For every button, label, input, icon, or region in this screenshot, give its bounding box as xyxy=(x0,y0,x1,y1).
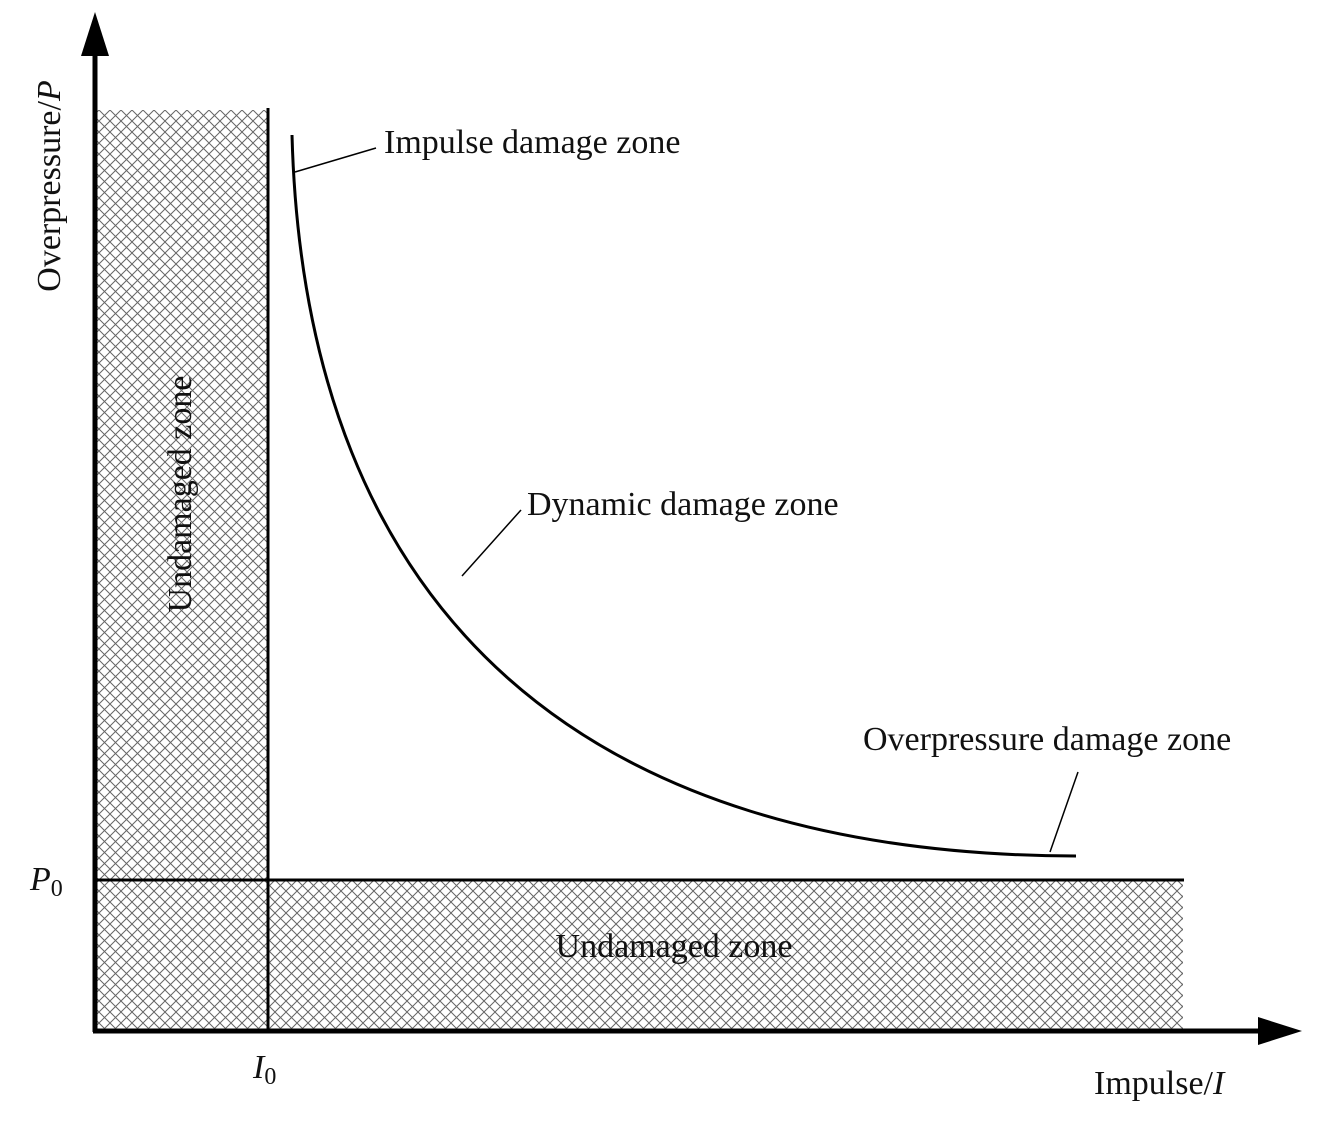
x-axis-label: Impulse/I xyxy=(1094,1065,1226,1102)
dynamic-zone-leader xyxy=(461,509,522,577)
i0-symbol: I xyxy=(252,1049,266,1086)
undamaged-zone-horizontal-region xyxy=(268,880,1183,1030)
dynamic-damage-zone-label: Dynamic damage zone xyxy=(527,486,839,523)
y-axis-arrow xyxy=(81,12,109,56)
undamaged-zone-vertical-label: Undamaged zone xyxy=(162,376,199,613)
p0-label: P0 xyxy=(29,861,63,902)
impulse-zone-leader xyxy=(294,147,377,173)
damage-curve xyxy=(290,134,1077,858)
undamaged-zone-horizontal-label: Undamaged zone xyxy=(556,928,793,965)
i0-subscript: 0 xyxy=(264,1064,276,1090)
impulse-damage-zone-label: Impulse damage zone xyxy=(384,124,680,161)
x-axis-label-text: Impulse/ xyxy=(1094,1065,1214,1102)
p0-subscript: 0 xyxy=(51,876,63,902)
overpressure-damage-zone-label: Overpressure damage zone xyxy=(863,721,1231,758)
overpressure-zone-leader xyxy=(1049,771,1079,853)
y-axis-symbol: P xyxy=(31,80,68,102)
undamaged-zone-vertical-region xyxy=(96,110,268,1030)
y-axis-label: Overpressure/P xyxy=(31,80,68,291)
y-axis-label-text: Overpressure/ xyxy=(31,100,68,291)
x-axis-arrow xyxy=(1258,1017,1302,1045)
i0-label: I0 xyxy=(252,1049,276,1090)
x-axis-symbol: I xyxy=(1212,1065,1226,1102)
p0-symbol: P xyxy=(29,861,51,898)
